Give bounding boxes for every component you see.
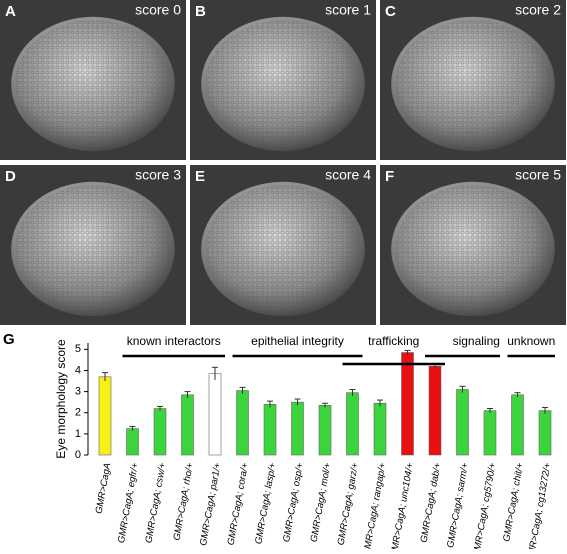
panel-score: score 2 <box>515 2 561 18</box>
group-label: unknown <box>507 334 555 348</box>
error-bar <box>514 392 521 397</box>
error-bar <box>404 349 411 355</box>
x-tick-label: GMR>CagA; mol/+ <box>309 462 334 543</box>
error-bar <box>157 405 163 411</box>
y-tick-label: 1 <box>75 428 81 440</box>
y-axis-label: Eye morphology score <box>54 339 68 459</box>
bar <box>373 402 387 456</box>
panel-score: score 0 <box>135 2 181 18</box>
y-tick-label: 2 <box>75 407 81 419</box>
x-tick-label: GMR>CagA; rangap/+ <box>361 462 388 549</box>
error-bar <box>349 388 356 396</box>
x-tick-label: GMR>CagA <box>94 462 114 515</box>
bar <box>483 410 497 456</box>
bar <box>126 428 139 456</box>
error-bar <box>377 399 383 407</box>
eye-facets <box>394 20 552 148</box>
group-label: epithelial integrity <box>251 334 344 348</box>
x-tick-label: GMR>CagA; rho/+ <box>171 462 196 542</box>
bar <box>511 394 524 456</box>
bar <box>181 394 194 456</box>
bar <box>318 405 332 456</box>
x-tick-label: GMR>CagA; cg5790/+ <box>471 462 499 549</box>
error-bar <box>239 386 246 394</box>
panel-letter: E <box>195 168 205 185</box>
x-tick-label: GMR>CagA; lasp/+ <box>253 462 278 545</box>
bar <box>428 365 442 456</box>
error-bar <box>129 425 136 431</box>
bar <box>208 373 222 456</box>
bar <box>456 389 469 456</box>
group-label: signaling <box>453 334 500 348</box>
error-bar <box>184 391 191 398</box>
eye-facets <box>204 20 362 148</box>
panel-score: score 5 <box>515 167 561 183</box>
x-tick-label: GMR>CagA; sarm/+ <box>445 462 471 549</box>
bar <box>236 390 249 456</box>
x-tick-label: GMR>CagA; egfr/+ <box>116 462 141 544</box>
error-bar <box>459 385 466 393</box>
eye-facets <box>14 185 172 313</box>
bar <box>263 403 277 456</box>
panel-score: score 4 <box>325 167 371 183</box>
x-tick-label: GMR>CagA; dab/+ <box>419 462 444 544</box>
panel-letter: C <box>385 3 396 20</box>
y-tick-label: 5 <box>75 343 81 355</box>
y-tick-label: 3 <box>75 386 81 398</box>
bar <box>153 408 167 456</box>
panel-letter: A <box>5 3 16 20</box>
panel-letter: D <box>5 168 16 185</box>
bar <box>346 392 359 456</box>
eye-facets <box>394 185 552 313</box>
y-tick-label: 0 <box>75 449 81 461</box>
error-bar <box>487 408 493 413</box>
error-bar <box>102 372 108 382</box>
x-tick-label: GMR>CagA; csw/+ <box>143 462 168 544</box>
x-tick-label: GMR>CagA; chit/+ <box>501 462 526 543</box>
x-tick-label: GMR>CagA; garz/+ <box>336 462 361 547</box>
bar <box>291 401 304 456</box>
error-bar <box>542 406 548 414</box>
panel-letter: G <box>3 331 15 348</box>
bar <box>98 376 112 456</box>
error-bar <box>212 366 218 380</box>
error-bar <box>267 400 273 408</box>
error-bar <box>294 398 301 406</box>
panel-score: score 3 <box>135 167 181 183</box>
bar <box>538 410 552 456</box>
x-tick-label: GMR>CagA; cora/+ <box>226 462 251 547</box>
eye-facets <box>14 20 172 148</box>
panel-score: score 1 <box>325 2 371 18</box>
panel-letter: F <box>385 168 394 185</box>
y-tick-label: 4 <box>75 364 81 376</box>
bar <box>401 352 414 456</box>
x-tick-label: GMR>CagA; osp/+ <box>281 462 306 543</box>
panel-letter: B <box>195 3 206 20</box>
group-label: known interactors <box>127 334 221 348</box>
x-tick-label: GMR>CagA; par1/+ <box>198 462 223 547</box>
x-tick-label: GMR>CagA; cg13272/+ <box>525 462 554 549</box>
x-tick-label: GMR>CagA; unc104/+ <box>388 462 416 549</box>
error-bar <box>322 402 328 408</box>
eye-facets <box>204 185 362 313</box>
group-label: trafficking <box>368 334 419 348</box>
